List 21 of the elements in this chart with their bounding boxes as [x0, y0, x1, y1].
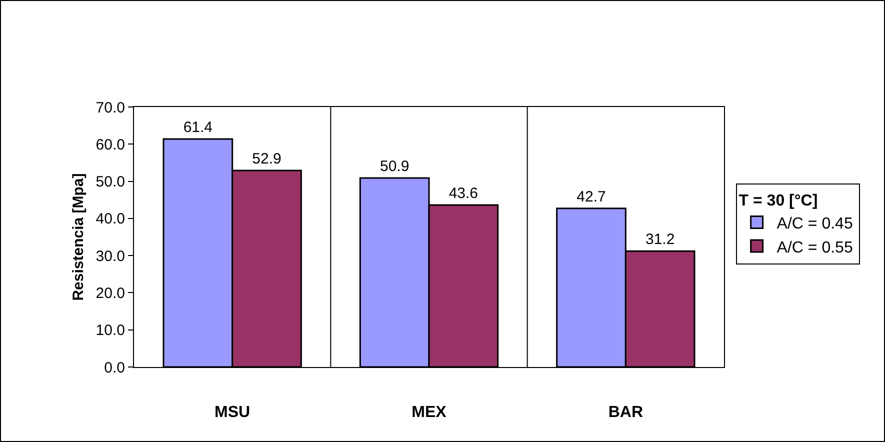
data-label: 50.9 [380, 158, 410, 175]
legend-label: A/C = 0.55 [776, 239, 853, 256]
y-tick-label: 0.0 [104, 359, 125, 376]
data-label: 52.9 [252, 150, 282, 168]
y-tick-label: 10.0 [96, 322, 125, 340]
y-tick-label: 60.0 [96, 136, 125, 154]
x-tick-label: MSU [214, 404, 250, 422]
y-tick-label: 40.0 [96, 210, 125, 228]
y-tick-label: 70.0 [96, 99, 125, 116]
x-tick-label: BAR [608, 404, 644, 422]
y-tick-label: 20.0 [96, 284, 125, 302]
y-tick-label: 50.0 [96, 174, 125, 191]
y-axis-title: Resistencia [Mpa] [70, 173, 88, 301]
data-label: 42.7 [576, 188, 606, 206]
legend-title: T = 30 [°C] [738, 192, 818, 210]
legend-label: A/C = 0.45 [776, 215, 853, 232]
data-label: 43.6 [448, 185, 478, 202]
data-label: 61.4 [183, 118, 213, 136]
data-label: 31.2 [645, 231, 675, 248]
x-tick-label: MEX [412, 404, 447, 422]
y-tick-label: 30.0 [96, 248, 125, 265]
